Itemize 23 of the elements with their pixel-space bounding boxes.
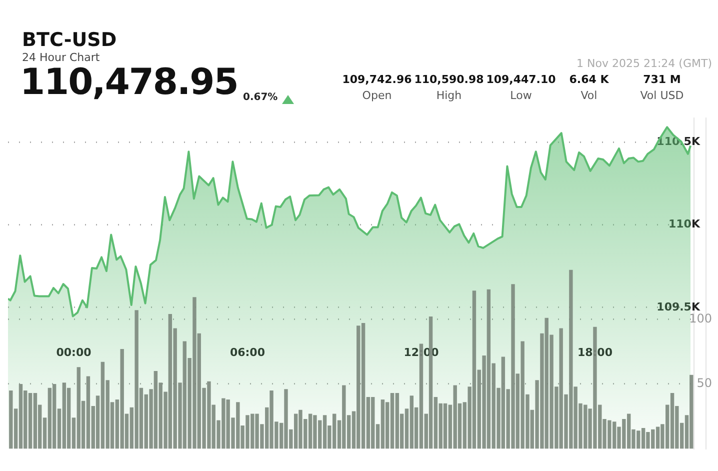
chart-subtitle: 24 Hour Chart bbox=[22, 51, 100, 64]
text: 1 Nov 2025 21:24 (GMT) bbox=[576, 57, 712, 70]
chart-title: BTC-USD bbox=[22, 29, 117, 51]
text: 731 M bbox=[642, 73, 682, 86]
text: Vol USD bbox=[639, 89, 685, 102]
x-tick-label: 12:00 bbox=[404, 346, 440, 359]
x-tick-label: 00:00 bbox=[56, 346, 92, 359]
text: Open bbox=[361, 89, 393, 102]
text: 6.64 K bbox=[569, 73, 609, 86]
y-tick-label: 109.5K bbox=[656, 300, 700, 314]
y2-tick-label: 50 bbox=[696, 376, 712, 390]
y2-tick-label: 100 bbox=[689, 311, 712, 326]
text: 110,590.98 bbox=[414, 73, 484, 86]
text: 109,447.10 bbox=[486, 73, 556, 86]
text: 109,742.96 bbox=[342, 73, 412, 86]
x-tick-label: 06:00 bbox=[230, 346, 266, 359]
text: High bbox=[435, 89, 463, 102]
text: Low bbox=[509, 89, 533, 102]
text: 0.67% bbox=[243, 92, 278, 103]
y-tick-label: 110K bbox=[668, 218, 700, 231]
text: Vol bbox=[580, 89, 598, 102]
x-tick-label: 18:00 bbox=[577, 346, 613, 359]
text: 110,478.95 bbox=[20, 62, 238, 103]
